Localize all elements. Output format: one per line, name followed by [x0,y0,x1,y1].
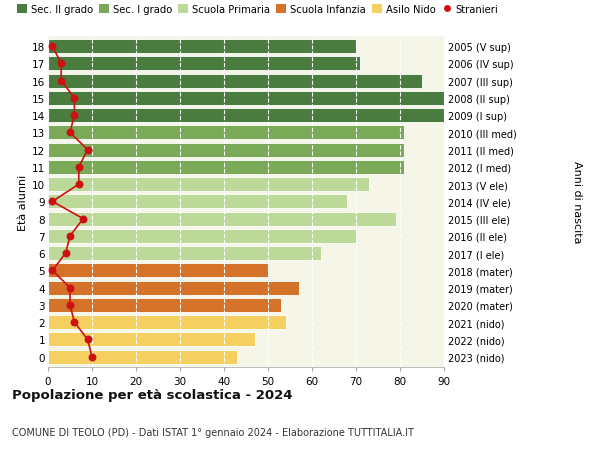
Point [47,198,57,206]
Bar [48,126,404,140]
Point [65,302,75,309]
Bar [48,161,404,174]
Point [56,78,66,85]
Bar [48,74,422,89]
Bar [48,246,321,261]
Bar [48,92,453,106]
Point [56,61,66,68]
Bar [48,350,237,364]
Bar [48,195,347,209]
Legend: Sec. II grado, Sec. I grado, Scuola Primaria, Scuola Infanzia, Asilo Nido, Stran: Sec. II grado, Sec. I grado, Scuola Prim… [17,5,499,15]
Bar [48,40,356,54]
Point [83,147,92,154]
Text: COMUNE DI TEOLO (PD) - Dati ISTAT 1° gennaio 2024 - Elaborazione TUTTITALIA.IT: COMUNE DI TEOLO (PD) - Dati ISTAT 1° gen… [12,427,414,437]
Point [79,215,88,223]
Point [83,336,92,343]
Bar [48,143,404,157]
Point [70,112,79,120]
Bar [48,109,457,123]
Point [61,250,70,257]
Text: Popolazione per età scolastica - 2024: Popolazione per età scolastica - 2024 [12,388,293,401]
Y-axis label: Età alunni: Età alunni [18,174,28,230]
Bar [48,212,395,226]
Point [74,181,83,188]
Y-axis label: Anni di nascita: Anni di nascita [572,161,583,243]
Bar [48,178,369,192]
Bar [48,230,356,243]
Point [87,353,97,361]
Point [74,164,83,171]
Bar [48,315,286,330]
Point [65,233,75,240]
Bar [48,264,268,278]
Bar [48,281,299,295]
Point [47,267,57,274]
Point [47,44,57,51]
Point [65,284,75,292]
Bar [48,333,255,347]
Bar [48,57,361,71]
Point [65,129,75,137]
Point [70,319,79,326]
Bar [48,298,281,312]
Point [70,95,79,102]
